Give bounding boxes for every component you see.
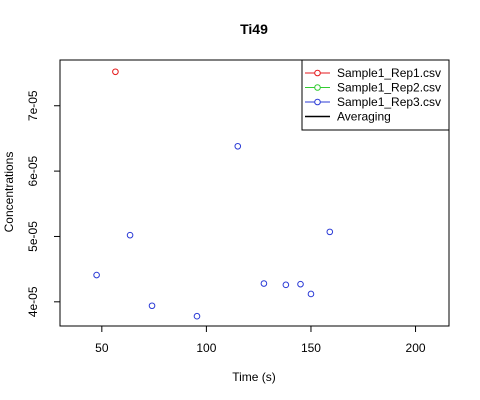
data-point <box>282 281 290 289</box>
data-point <box>112 68 119 76</box>
data-point <box>234 142 242 150</box>
data-point <box>193 312 201 320</box>
data-point <box>126 231 134 239</box>
y-axis-label: Concentrations <box>2 152 16 233</box>
y-axis: 4e-05 5e-05 6e-05 7e-05 <box>26 90 60 317</box>
data-points <box>93 68 334 320</box>
legend-label: Sample1_Rep1.csv <box>337 66 441 80</box>
x-axis-label: Time (s) <box>232 370 276 384</box>
data-point <box>93 271 100 279</box>
legend-marker-swatch <box>314 84 321 91</box>
data-point <box>260 280 268 287</box>
y-tick-label: 4e-05 <box>26 286 40 317</box>
data-point <box>297 280 304 288</box>
legend-box <box>301 59 450 131</box>
chart-title: Ti49 <box>240 21 268 37</box>
data-point <box>148 302 156 310</box>
x-axis: 50 100 150 200 <box>95 326 426 355</box>
legend-label: Sample1_Rep2.csv <box>337 81 441 95</box>
y-tick-label: 7e-05 <box>26 90 40 121</box>
legend-label: Averaging <box>337 110 391 124</box>
legend: Sample1_Rep1.csvSample1_Rep2.csvSample1_… <box>301 59 450 131</box>
x-tick-label: 100 <box>196 341 216 355</box>
legend-marker-swatch <box>314 69 321 77</box>
x-tick-label: 150 <box>301 341 321 355</box>
legend-marker-swatch <box>314 98 321 106</box>
data-point <box>326 228 334 236</box>
y-tick-label: 6e-05 <box>26 155 40 186</box>
data-point <box>307 290 315 298</box>
x-tick-label: 50 <box>95 341 109 355</box>
x-tick-label: 200 <box>406 341 426 355</box>
plot-frame <box>59 59 450 327</box>
y-tick-label: 5e-05 <box>26 221 40 252</box>
legend-label: Sample1_Rep3.csv <box>337 95 441 109</box>
